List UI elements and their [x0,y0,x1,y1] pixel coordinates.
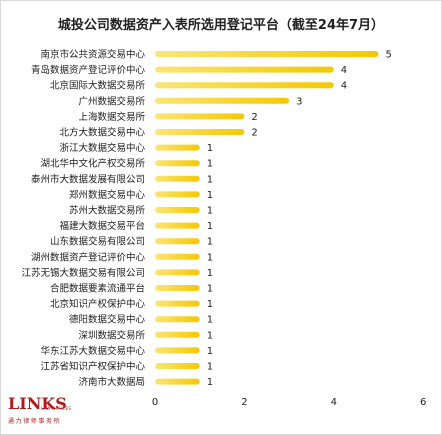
bar [155,331,200,338]
category-label: 泰州市大数据发展有限公司 [31,173,145,185]
value-label: 1 [207,377,213,388]
bar [155,222,200,229]
category-label: 福建大数据交易平台 [59,220,145,232]
bar [155,285,200,291]
bar [155,363,200,369]
bar [155,238,200,245]
x-axis-ticks: 0 2 4 6 [152,397,427,408]
value-label: 1 [207,190,213,201]
value-label: 1 [207,252,213,263]
category-labels: 南京市公共资源交易中心青岛数据资产登记评价中心北京国际大数据交易所广州数据交易所… [21,49,145,389]
category-label: 上海数据交易所 [78,111,145,123]
value-label: 3 [296,96,302,107]
bar [155,144,200,151]
bar [155,66,334,73]
value-label: 1 [207,315,213,326]
value-label: 5 [386,50,392,61]
bar [155,191,200,198]
x-tick-label: 2 [241,397,247,408]
bar [155,113,245,120]
value-label: 1 [207,346,213,357]
bar [155,347,200,354]
logo-chinese-name: 通力律师事务所 [8,418,62,425]
bar [155,253,200,260]
category-label: 江苏无锡大数据交易有限公司 [21,267,145,279]
bar [155,51,379,57]
category-label: 济南市大数据局 [78,376,145,388]
bar [155,97,290,104]
x-tick-label: 6 [420,397,426,408]
value-label: 1 [207,143,213,154]
category-label: 深圳数据交易所 [78,329,145,341]
category-label: 北京知识产权保护中心 [50,298,146,310]
value-label: 1 [207,284,213,295]
value-label: 1 [207,174,213,185]
value-label: 4 [341,65,347,76]
category-label: 苏州大数据交易所 [69,205,146,217]
bar [155,300,200,307]
bar [155,175,200,182]
value-label: 1 [207,221,213,232]
value-label: 1 [207,330,213,341]
bars [155,51,379,385]
value-label: 4 [341,81,347,92]
bar [155,378,200,385]
value-label: 1 [207,206,213,217]
bar [155,82,334,89]
bar [155,160,200,167]
value-label: 1 [207,362,213,373]
value-label: 1 [207,299,213,310]
bar [155,269,200,276]
category-label: 合肥数据要素流通平台 [50,283,145,295]
bar [155,207,200,213]
value-label: 1 [207,268,213,279]
x-tick-label: 4 [331,397,337,408]
category-label: 北方大数据交易中心 [59,127,145,139]
law-firm-logo: LINKS LAW OFFICES 通力律师事务所 [8,396,74,430]
category-label: 华东江苏大数据交易中心 [40,345,145,357]
value-label: 1 [207,237,213,248]
value-label: 2 [251,128,257,139]
category-label: 南京市公共资源交易中心 [40,49,145,61]
value-label: 2 [251,112,257,123]
value-label: 1 [207,159,213,170]
category-label: 北京国际大数据交易所 [50,80,146,92]
category-label: 广州数据交易所 [78,95,145,107]
bar [155,129,245,135]
logo-mark: LINKS [8,394,67,413]
category-label: 浙江大数据交易中心 [59,142,145,154]
x-tick-label: 0 [152,397,158,408]
category-label: 湖州数据资产登记评价中心 [31,251,146,263]
value-labels: 5 4 4 3 2 2 1 1 1 1 1 1 1 1 1 1 1 1 1 1 1 1 [207,50,392,389]
bar [155,316,200,323]
category-label: 青岛数据资产登记评价中心 [31,64,146,76]
category-label: 山东数据交易有限公司 [50,236,145,248]
category-label: 德阳数据交易中心 [69,314,146,326]
chart-title: 城投公司数据资产入表所选用登记平台（截至24年7月） [57,18,385,33]
logo-subtitle: LAW OFFICES [41,406,72,411]
category-label: 郑州数据交易中心 [69,189,146,201]
category-label: 湖北华中文化产权交易所 [40,158,145,170]
category-label: 江苏省知识产权保护中心 [40,361,145,373]
